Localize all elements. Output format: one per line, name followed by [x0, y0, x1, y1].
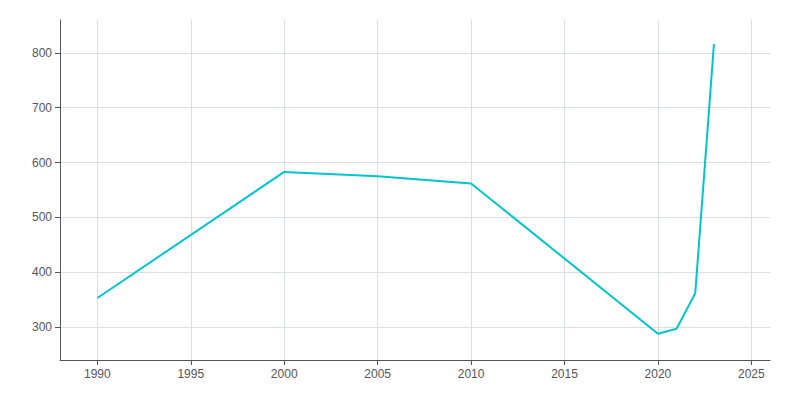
svg-text:1995: 1995	[177, 367, 204, 381]
svg-text:700: 700	[32, 101, 52, 115]
svg-text:1990: 1990	[84, 367, 111, 381]
svg-text:400: 400	[32, 265, 52, 279]
svg-text:2010: 2010	[458, 367, 485, 381]
svg-text:800: 800	[32, 46, 52, 60]
svg-text:600: 600	[32, 156, 52, 170]
svg-text:2005: 2005	[364, 367, 391, 381]
svg-text:2000: 2000	[271, 367, 298, 381]
svg-text:500: 500	[32, 210, 52, 224]
svg-text:300: 300	[32, 320, 52, 334]
svg-text:2020: 2020	[645, 367, 672, 381]
svg-text:2015: 2015	[551, 367, 578, 381]
svg-text:2025: 2025	[738, 367, 765, 381]
